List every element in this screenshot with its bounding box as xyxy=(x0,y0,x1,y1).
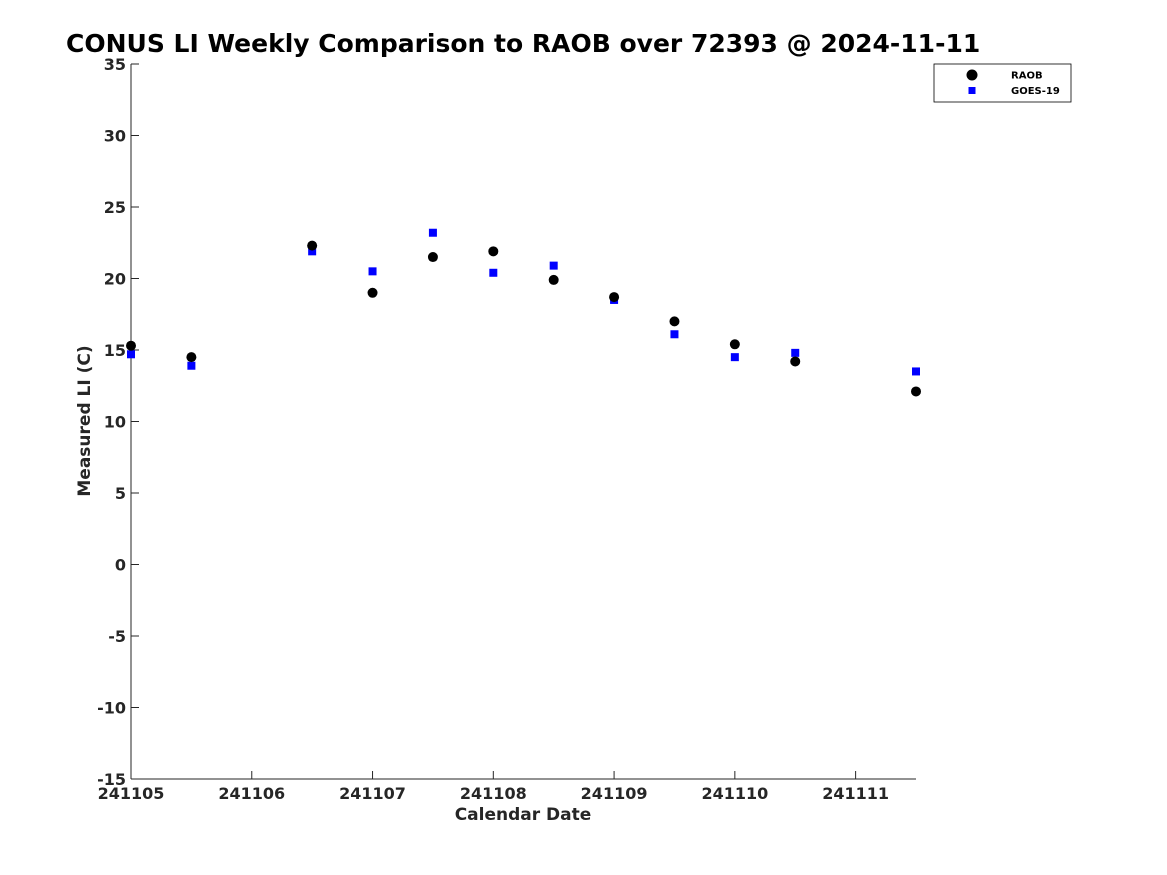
x-tick-label: 241108 xyxy=(460,784,527,803)
x-tick-label: 241107 xyxy=(339,784,406,803)
y-tick-label: -15 xyxy=(97,770,126,789)
raob-point xyxy=(307,240,318,251)
goes19-point xyxy=(428,228,437,237)
goes19-point xyxy=(730,353,739,362)
goes19-point xyxy=(791,348,800,357)
y-tick-label: 15 xyxy=(104,341,126,360)
x-ticks: 241105 241106 241107 241108 241109 241110 2411… xyxy=(98,771,889,803)
x-tick-label: 241105 xyxy=(98,784,165,803)
raob-point xyxy=(126,340,136,351)
axes xyxy=(130,64,916,780)
legend-label: RAOB xyxy=(1011,71,1043,82)
raob-point xyxy=(186,352,197,363)
x-tick-label: 241109 xyxy=(581,784,648,803)
chart-title: CONUS LI Weekly Comparison to RAOB over … xyxy=(66,29,980,58)
legend-label: GOES-19 xyxy=(1011,86,1060,97)
raob-point xyxy=(911,386,921,397)
x-axis-label: Calendar Date xyxy=(455,805,592,825)
y-tick-label: 35 xyxy=(104,55,126,74)
x-tick-label: 241110 xyxy=(701,784,768,803)
raob-point xyxy=(729,339,740,350)
legend: RAOB GOES-19 xyxy=(933,63,1072,103)
raob-point xyxy=(427,252,438,263)
y-tick-label: 20 xyxy=(104,270,126,289)
y-ticks: 35 30 25 20 15 10 5 0 -5 -10 -15 xyxy=(97,55,139,789)
goes19-point xyxy=(549,261,558,270)
goes19-point xyxy=(127,350,135,359)
x-tick-label: 241111 xyxy=(822,784,889,803)
y-tick-label: 25 xyxy=(104,198,126,217)
y-axis-label: Measured LI (C) xyxy=(75,345,95,496)
legend-marker-goes19 xyxy=(968,87,976,94)
goes19-point xyxy=(368,267,377,276)
raob-point xyxy=(488,246,499,257)
legend-marker-raob xyxy=(966,69,978,81)
y-tick-label: 10 xyxy=(104,413,126,432)
raob-point xyxy=(609,292,620,303)
data-points xyxy=(126,228,921,397)
goes19-point xyxy=(489,268,498,277)
goes19-point xyxy=(187,361,196,370)
goes19-point xyxy=(912,367,920,376)
raob-point xyxy=(548,274,559,285)
y-tick-label: -5 xyxy=(108,627,126,646)
raob-point xyxy=(367,287,378,298)
legend-box xyxy=(933,63,1072,103)
y-tick-label: 30 xyxy=(104,127,126,146)
raob-point xyxy=(790,356,801,367)
y-tick-label: -10 xyxy=(97,699,126,718)
y-tick-label: 0 xyxy=(115,556,126,575)
raob-point xyxy=(669,316,680,327)
goes19-point xyxy=(670,330,679,339)
y-tick-label: 5 xyxy=(115,484,126,503)
x-tick-label: 241106 xyxy=(218,784,285,803)
goes19-point xyxy=(308,247,317,256)
